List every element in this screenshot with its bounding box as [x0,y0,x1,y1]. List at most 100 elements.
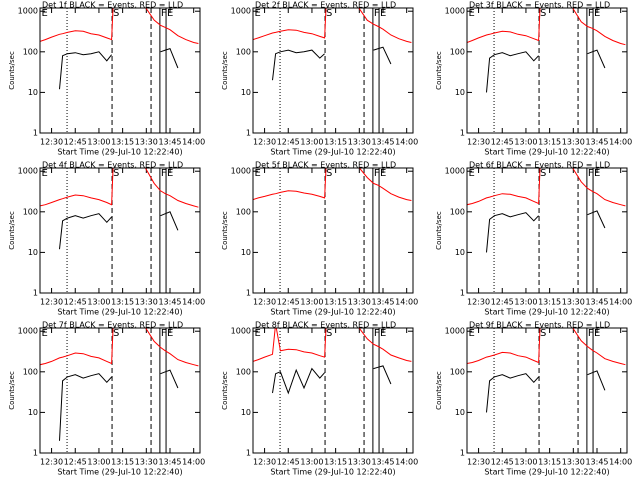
flag-label: E [255,8,261,19]
series-line [272,365,392,395]
x-tick-label: 14:00 [182,298,205,307]
y-tick-label: 1000 [231,7,251,16]
flag-label: E [594,8,600,19]
x-tick-label: 13:30 [348,298,371,307]
y-tick-label: 10 [28,88,38,97]
x-tick-label: 13:15 [111,298,134,307]
series-line [467,8,626,46]
plot-frame [466,167,628,294]
flag-label: E [167,328,173,339]
x-tick-label: 13:30 [135,298,158,307]
x-tick-label: 13:45 [585,298,608,307]
y-tick-label: 1 [33,449,38,458]
x-axis-label: Start Time (29-Jul-10 12:22:40) [484,308,609,317]
y-tick-label: 1 [460,129,465,138]
x-tick-label: 13:45 [371,138,394,147]
x-tick-label: 12:30 [40,138,63,147]
y-tick-label: 1000 [231,327,251,336]
flag-label: F [161,328,167,339]
y-tick-label: 1000 [445,7,465,16]
flag-label: S [540,8,546,19]
x-tick-label: 14:00 [609,458,632,467]
series-line [253,328,412,362]
x-tick-label: 12:45 [64,298,87,307]
panel: Det 3f BLACK = Events, RED = LLD Start Ti… [435,1,632,157]
x-axis-label: Start Time (29-Jul-10 12:22:40) [57,148,182,157]
y-tick-label: 100 [236,47,251,56]
plot-area [253,8,412,133]
x-tick-label: 13:45 [371,458,394,467]
flag-label: E [167,8,173,19]
y-tick-label: 1 [246,129,251,138]
flag-label: F [374,8,380,19]
panel-title: Det 1f BLACK = Events, RED = LLD [42,1,183,10]
x-tick-label: 12:30 [253,298,276,307]
flag-label: S [113,328,119,339]
x-axis-label: Start Time (29-Jul-10 12:22:40) [270,148,395,157]
y-axis-label: Counts/sec [8,51,16,90]
panel-title: Det 6f BLACK = Events, RED = LLD [469,161,610,170]
flag-label: E [469,8,475,19]
y-tick-label: 1000 [231,167,251,176]
flag-label: S [113,8,119,19]
x-tick-label: 12:45 [491,138,514,147]
panel-title: Det 4f BLACK = Events, RED = LLD [42,161,183,170]
x-tick-label: 13:15 [538,138,561,147]
panel: Det 9f BLACK = Events, RED = LLD Start Ti… [435,321,632,477]
x-tick-label: 14:00 [609,298,632,307]
x-tick-label: 13:30 [562,298,585,307]
x-tick-label: 13:00 [514,138,537,147]
y-tick-label: 1 [33,289,38,298]
plot-frame [252,7,414,134]
x-tick-label: 12:45 [491,458,514,467]
plot-area [467,8,626,133]
y-tick-label: 100 [23,207,38,216]
series-line [272,46,392,81]
x-tick-label: 13:45 [158,458,181,467]
y-tick-label: 1000 [445,167,465,176]
flag-label: S [540,168,546,179]
flag-label: F [161,8,167,19]
plot-frame [466,7,628,134]
x-tick-label: 14:00 [182,138,205,147]
plot-frame [466,327,628,454]
x-tick-label: 13:45 [371,298,394,307]
x-tick-label: 12:45 [64,138,87,147]
y-axis-label: Counts/sec [8,371,16,410]
x-tick-label: 12:45 [277,298,300,307]
panel-title: Det 9f BLACK = Events, RED = LLD [469,321,610,330]
series-line [467,328,626,366]
plot-area [40,168,199,293]
flag-label: S [326,168,332,179]
panel: Det 6f BLACK = Events, RED = LLD Start Ti… [435,161,632,317]
y-axis-label: Counts/sec [221,211,229,250]
flag-label: E [255,168,261,179]
panel-title: Det 5f BLACK = Events, RED = LLD [255,161,396,170]
series-line [486,49,606,93]
series-line [59,369,179,441]
panel: Det 2f BLACK = Events, RED = LLD Start Ti… [221,1,418,157]
x-tick-label: 13:45 [585,138,608,147]
y-axis-label: Counts/sec [8,211,16,250]
y-tick-label: 100 [23,367,38,376]
series-line [467,168,626,207]
panel-title: Det 7f BLACK = Events, RED = LLD [42,321,183,330]
y-tick-label: 1000 [18,7,38,16]
flag-label: E [42,8,48,19]
y-tick-label: 100 [450,367,465,376]
flag-label: E [380,8,386,19]
series-line [253,8,412,43]
panel-title: Det 3f BLACK = Events, RED = LLD [469,1,610,10]
y-tick-label: 100 [450,207,465,216]
y-tick-label: 1000 [18,327,38,336]
y-tick-label: 1 [246,449,251,458]
y-axis-label: Counts/sec [435,211,443,250]
plot-area [467,328,626,453]
y-tick-label: 10 [28,248,38,257]
x-tick-label: 13:00 [300,298,323,307]
flag-label: F [588,8,594,19]
series-line [486,210,606,253]
y-tick-label: 1 [460,449,465,458]
